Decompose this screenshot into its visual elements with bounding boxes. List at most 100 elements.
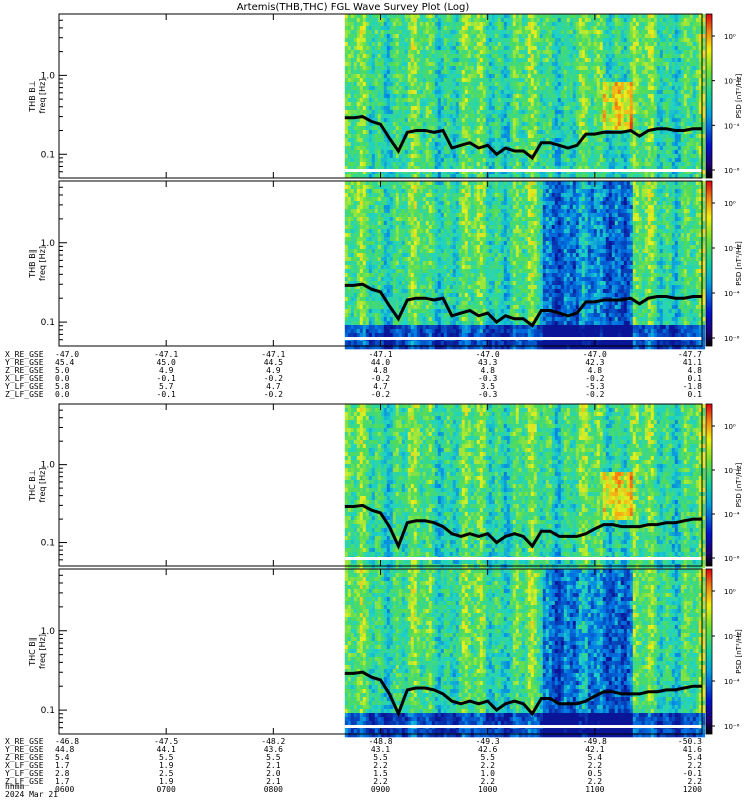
ephemeris-value: 0.1 (688, 390, 703, 399)
ephemeris-value: -0.2 (264, 374, 283, 383)
data-gap-band (344, 169, 702, 172)
ephemeris-value: 2.2 (588, 761, 603, 770)
ephemeris-row-label: Z_RE_GSE (5, 753, 44, 762)
colorbar-1: 10⁰ 10⁻² 10⁻⁴ 10⁻⁶ PSD [nT²/Hz] (705, 13, 743, 179)
ephemeris-value: 2.2 (588, 777, 603, 786)
ephemeris-value: -0.1 (683, 769, 702, 778)
ephemeris-value: -0.1 (157, 374, 176, 383)
ephemeris-value: 5.4 (688, 753, 703, 762)
colorbar-tick-label: 10⁻⁴ (724, 511, 740, 519)
colorbar-tick-label: 10⁻⁴ (724, 122, 740, 130)
ephemeris-value: 2.2 (688, 777, 703, 786)
ephemeris-value: -49.8 (583, 737, 607, 746)
ephemeris-value: -0.1 (157, 390, 176, 399)
ephemeris-value: -0.2 (264, 390, 283, 399)
ephemeris-value: 45.0 (157, 358, 176, 367)
y-tick-label: 0.1 (41, 150, 55, 160)
data-gap-band (344, 725, 702, 728)
ephemeris-value: 2.2 (373, 761, 388, 770)
ephemeris-value: 4.9 (159, 366, 174, 375)
ephemeris-value: -5.3 (585, 382, 604, 391)
colorbar-tick-label: 10⁻⁶ (724, 723, 740, 731)
cyclotron-frequency-trace (344, 503, 702, 550)
ephemeris-row-label: X_RE_GSE (5, 737, 44, 746)
figure-title: Artemis(THB,THC) FGL Wave Survey Plot (L… (237, 2, 470, 13)
colorbar-tick-label: 10⁻² (724, 467, 740, 475)
y-tick-label: 0.1 (41, 539, 55, 549)
ephemeris-value: 44.5 (264, 358, 283, 367)
ephemeris-row-label: Y_RE_GSE (5, 745, 44, 754)
ephemeris-row-label: Z_LF_GSE (5, 777, 44, 786)
y-tick-label: 1.0 (41, 627, 56, 637)
colorbar-tick-label: 10⁻² (724, 245, 740, 253)
ephemeris-value: 4.8 (588, 366, 603, 375)
ephemeris-value: 41.1 (683, 358, 702, 367)
colorbar-scale (705, 403, 713, 567)
ephemeris-value: -0.3 (478, 374, 497, 383)
ephemeris-value: -50.3 (678, 737, 702, 746)
ephemeris-value: 44.1 (157, 745, 176, 754)
ephemeris-row-label: X_LF_GSE (5, 761, 44, 770)
ephemeris-value: -0.2 (585, 374, 604, 383)
ephemeris-value: 1.7 (55, 777, 70, 786)
ephemeris-row-label: Z_LF_GSE (5, 390, 44, 399)
y-axis-label: freq [Hz] (38, 634, 47, 669)
spectrogram-panel-2: 1.0 0.1 THB B∥ freq [Hz] (28, 180, 706, 350)
spectrogram-cells (344, 14, 706, 179)
ephemeris-value: -48.8 (368, 737, 392, 746)
ephemeris-value: 45.4 (55, 358, 74, 367)
ephemeris-value: 2.1 (266, 761, 281, 770)
ephemeris-value: -0.2 (371, 390, 390, 399)
time-tick-label: 1000 (478, 785, 497, 794)
time-tick-label: 0900 (371, 785, 390, 794)
time-tick-label: 0700 (157, 785, 176, 794)
ephemeris-value: -47.1 (154, 350, 178, 359)
colorbar-4: 10⁰ 10⁻² 10⁻⁴ 10⁻⁶ PSD [nT²/Hz] (705, 568, 743, 735)
colorbar-tick-label: 10⁰ (724, 423, 736, 431)
colorbar-label: PSD [nT²/Hz] (735, 462, 743, 507)
ephemeris-value: 0.1 (688, 374, 703, 383)
colorbar-tick-label: 10⁰ (724, 33, 736, 41)
data-gap-band (344, 557, 702, 560)
spectrogram-cells (344, 569, 706, 738)
time-tick-label: 1200 (683, 785, 702, 794)
colorbar-label: PSD [nT²/Hz] (735, 241, 743, 286)
ephemeris-value: 42.3 (585, 358, 604, 367)
ephemeris-value: 2.2 (480, 777, 495, 786)
ephemeris-value: -47.0 (55, 350, 79, 359)
colorbar-tick-label: 10⁻⁴ (724, 678, 740, 686)
ephemeris-value: 4.9 (266, 366, 281, 375)
colorbar-tick-label: 10⁻² (724, 633, 740, 641)
ephemeris-value: 43.1 (371, 745, 390, 754)
spectrogram-panel-1: 1.0 0.1 THB B⊥ freq [Hz] (28, 13, 706, 179)
ephemeris-value: -1.8 (683, 382, 702, 391)
ephemeris-value: 2.2 (373, 777, 388, 786)
colorbar-tick-label: 10⁻⁴ (724, 290, 740, 298)
ephemeris-value: 0.0 (55, 374, 70, 383)
colorbar-tick-label: 10⁰ (724, 588, 736, 596)
ephemeris-value: 2.1 (266, 777, 281, 786)
ephemeris-value: 4.7 (373, 382, 388, 391)
ephemeris-value: -49.3 (476, 737, 500, 746)
ephemeris-value: 44.8 (55, 745, 74, 754)
ephemeris-value: 5.7 (159, 382, 174, 391)
date-label: 2024 Mar 21 (5, 790, 58, 799)
time-tick-label: 0800 (264, 785, 283, 794)
ephemeris-value: 1.0 (480, 769, 495, 778)
ephemeris-value: -46.8 (55, 737, 79, 746)
time-tick-label: 0600 (55, 785, 74, 794)
ephemeris-value: -47.1 (368, 350, 392, 359)
data-gap-band (344, 337, 702, 340)
y-axis-label: THC B∥ (28, 637, 37, 667)
colorbar-3: 10⁰ 10⁻² 10⁻⁴ 10⁻⁶ PSD [nT²/Hz] (705, 403, 743, 567)
cyclotron-frequency-trace (344, 282, 702, 328)
ephemeris-value: 4.8 (480, 366, 495, 375)
ephemeris-row-label: Y_LF_GSE (5, 382, 44, 391)
ephemeris-value: 2.2 (688, 761, 703, 770)
ephemeris-value: 2.8 (55, 769, 70, 778)
ephemeris-row-label: Y_LF_GSE (5, 769, 44, 778)
colorbar-tick-label: 10⁰ (724, 200, 736, 208)
colorbar-scale (705, 568, 713, 735)
